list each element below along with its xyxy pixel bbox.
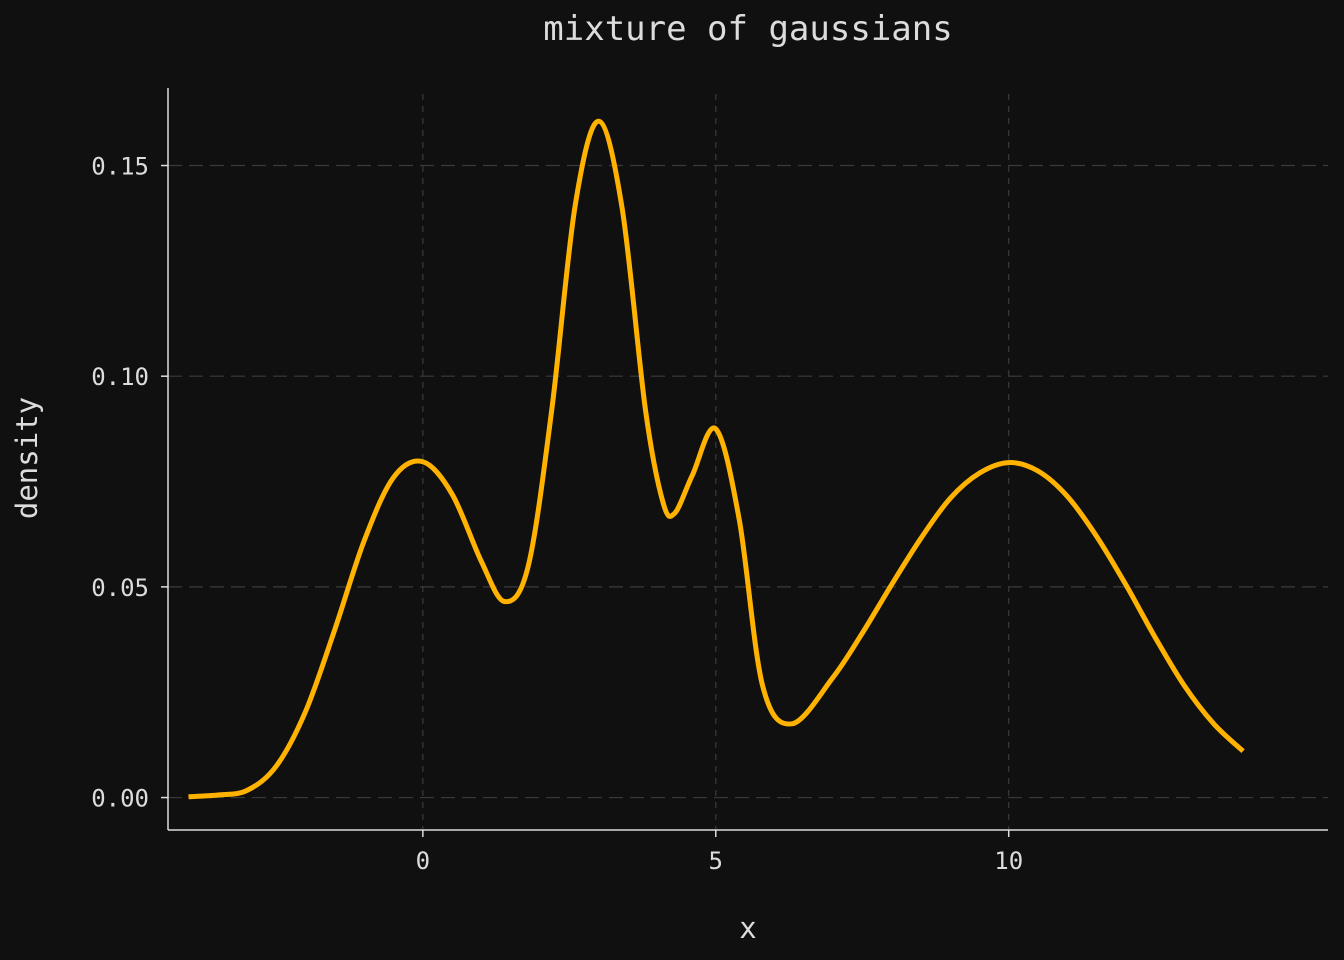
tick-labels: 0 5 10 0.00 0.05 0.10 0.15: [91, 153, 1023, 875]
grid: [168, 94, 1328, 830]
x-tick-label: 5: [709, 847, 723, 875]
y-tick-label: 0.00: [91, 785, 149, 813]
y-tick-label: 0.15: [91, 153, 149, 181]
y-tick-label: 0.05: [91, 574, 149, 602]
x-tick-label: 0: [416, 847, 430, 875]
density-line: [188, 118, 1245, 800]
y-tick-label: 0.10: [91, 363, 149, 391]
y-axis-label: density: [10, 397, 44, 519]
x-tick-label: 10: [994, 847, 1023, 875]
chart-title: mixture of gaussians: [543, 9, 952, 49]
series-layer: [188, 118, 1245, 800]
x-axis-label: x: [739, 911, 756, 945]
axes: [161, 88, 1328, 837]
